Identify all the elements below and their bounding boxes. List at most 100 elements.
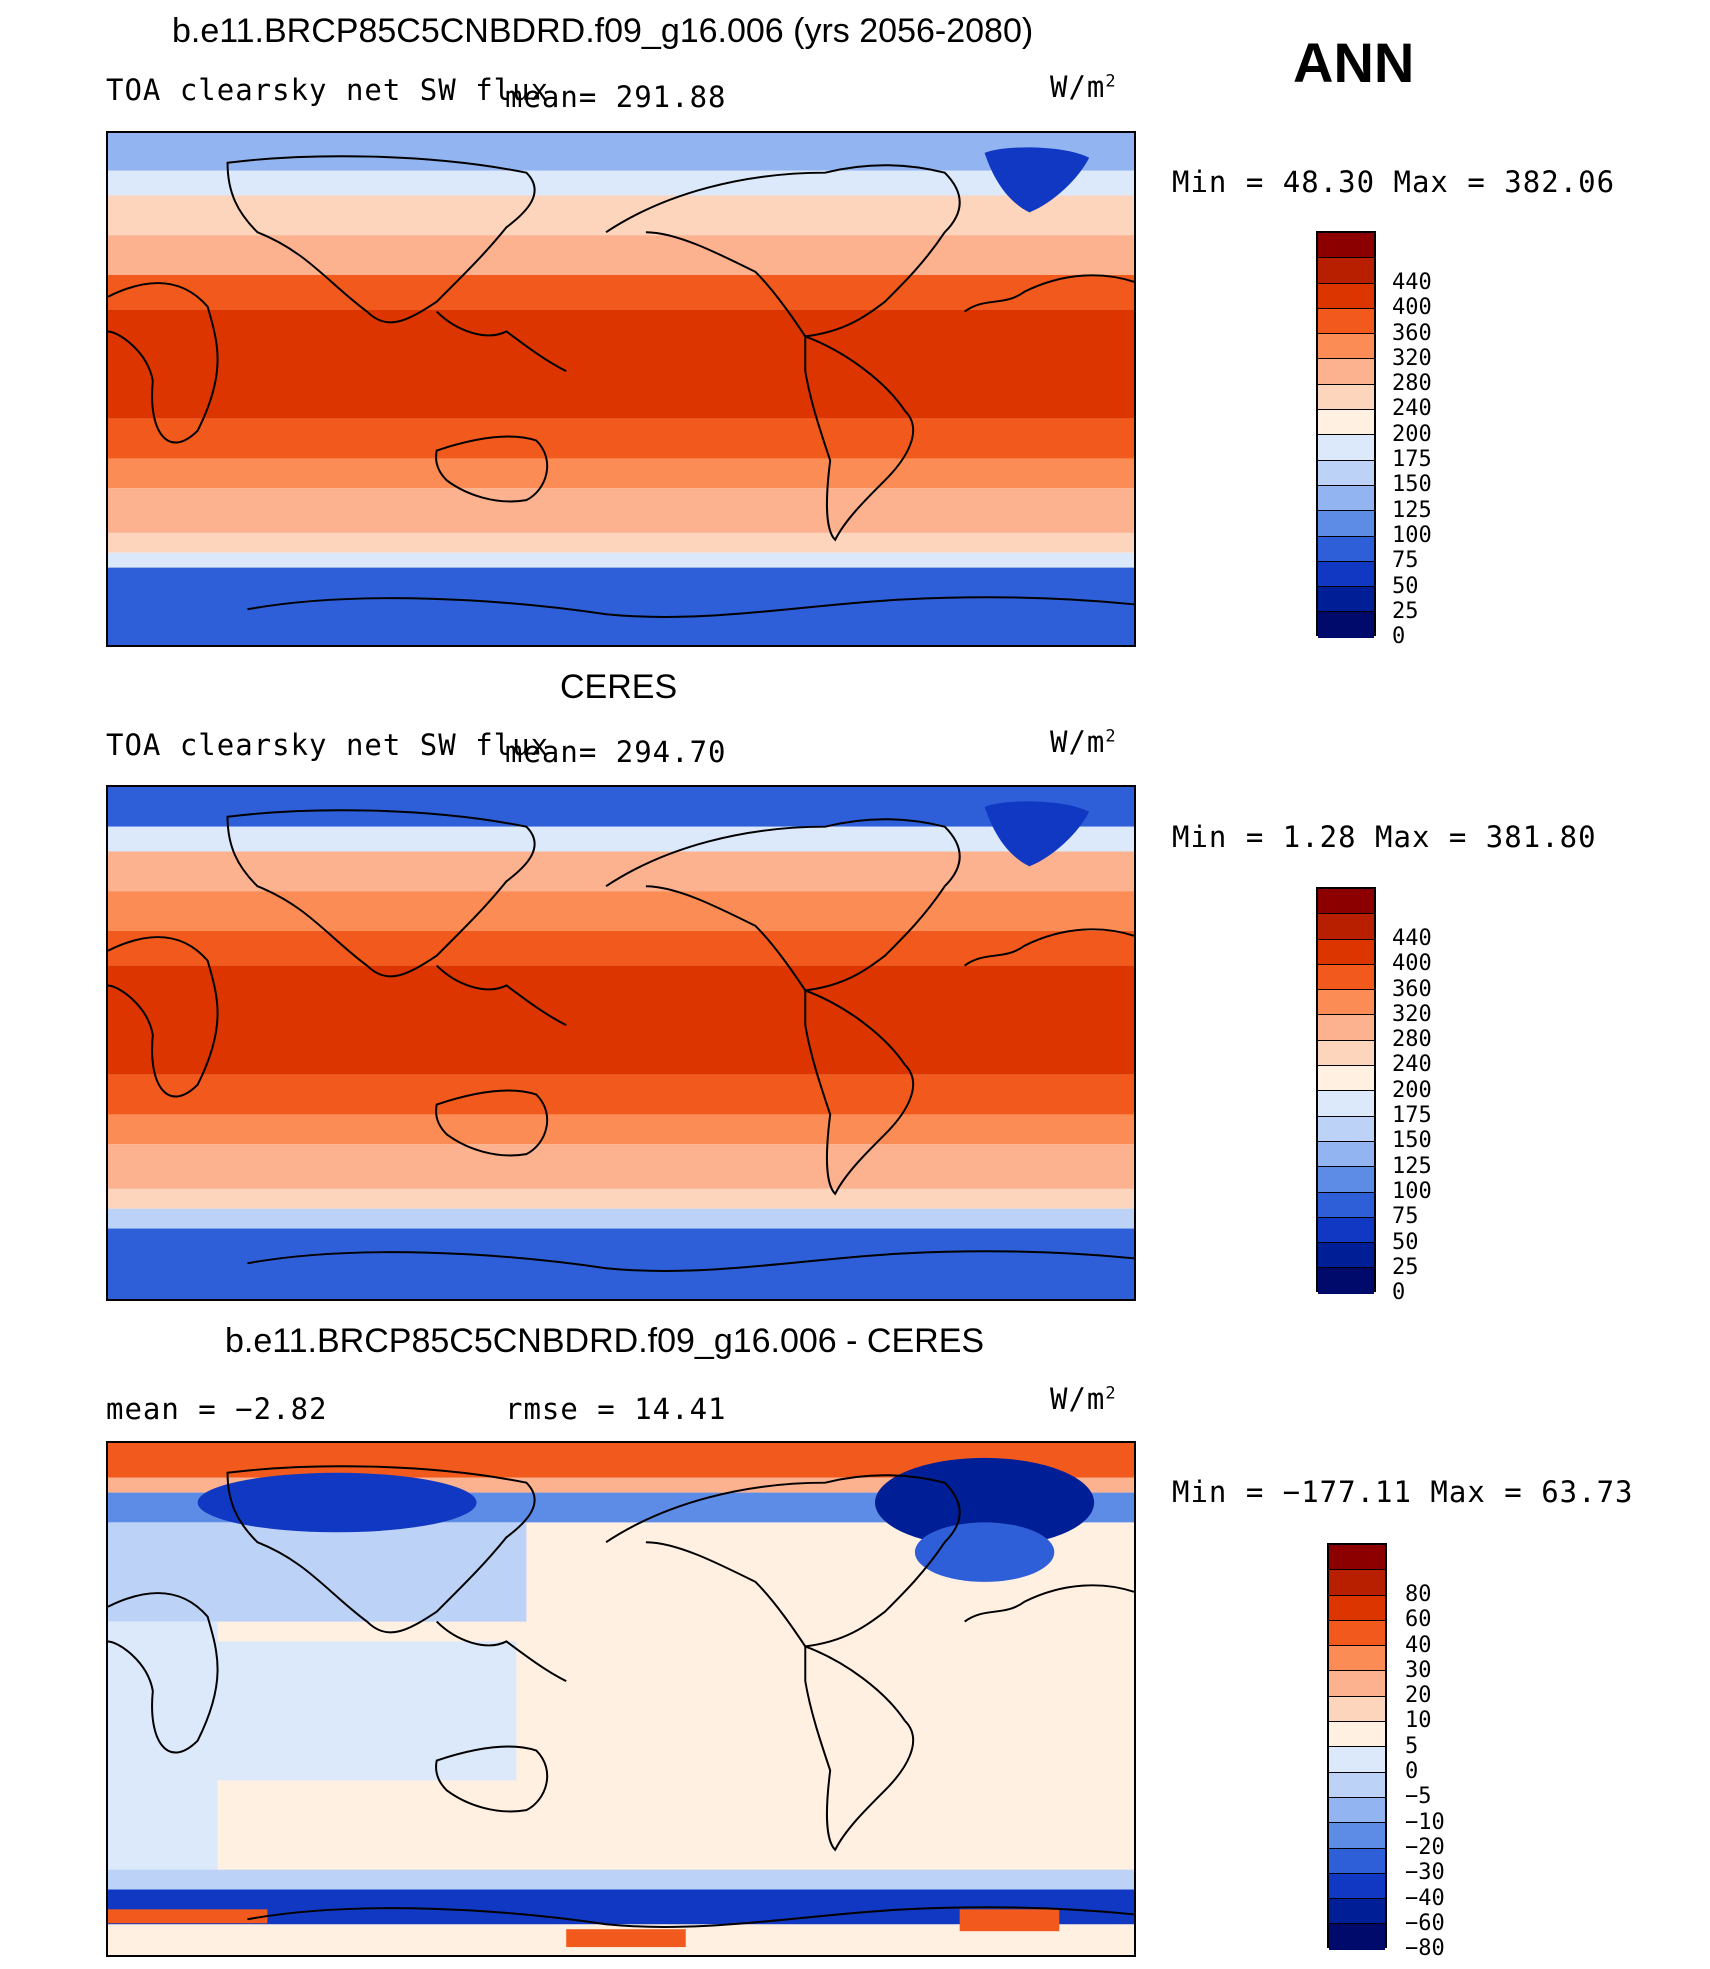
- panel-1-colorbar-swatch: [1318, 435, 1374, 461]
- panel-3-units: W/m2: [1050, 1382, 1117, 1416]
- panel-1-colorbar-swatch: [1318, 334, 1374, 360]
- panel-1-units: W/m2: [1050, 70, 1117, 104]
- season-label: ANN: [1293, 31, 1415, 94]
- panel-2-colorbar-swatch: [1318, 1167, 1374, 1193]
- colorbar-tick: 240: [1392, 396, 1432, 422]
- panel-3-colorbar-swatch: [1329, 1899, 1385, 1925]
- panel-2-colorbar: [1316, 887, 1376, 1294]
- panel-1-map: [106, 131, 1136, 647]
- panel-2-colorbar-swatch: [1318, 914, 1374, 940]
- panel-3-colorbar-swatch: [1329, 1646, 1385, 1672]
- panel-3-colorbar-swatch: [1329, 1924, 1385, 1950]
- colorbar-tick: 200: [1392, 1077, 1432, 1103]
- panel-3-mean: mean = −2.82: [106, 1392, 328, 1426]
- panel-1-colorbar: [1316, 231, 1376, 638]
- panel-2-map: [106, 785, 1136, 1301]
- panel-1-colorbar-swatch: [1318, 283, 1374, 309]
- colorbar-tick: 20: [1405, 1683, 1432, 1709]
- colorbar-tick: −60: [1405, 1910, 1445, 1936]
- panel-3-field: [108, 1443, 1134, 1955]
- panel-1-colorbar-swatch: [1318, 384, 1374, 411]
- panel-3-title: b.e11.BRCP85C5CNBDRD.f09_g16.006 - CERES: [225, 1322, 985, 1360]
- colorbar-tick: 80: [1405, 1582, 1432, 1607]
- panel-1-colorbar-swatch: [1318, 359, 1374, 385]
- colorbar-tick: 400: [1392, 951, 1432, 977]
- panel-1-colorbar-swatch: [1318, 410, 1374, 436]
- panel-3-colorbar-swatch: [1329, 1747, 1385, 1773]
- panel-3-colorbar-swatch: [1329, 1671, 1385, 1697]
- panel-1-colorbar-swatch: [1318, 233, 1374, 259]
- panel-1-variable-label: TOA clearsky net SW flux: [106, 73, 550, 107]
- panel-2-field: [108, 787, 1134, 1299]
- panel-1-colorbar-swatch: [1318, 460, 1374, 486]
- colorbar-tick: 320: [1392, 1001, 1432, 1027]
- colorbar-tick: 75: [1392, 1204, 1419, 1230]
- colorbar-tick: −20: [1405, 1834, 1445, 1860]
- panel-2-coastlines: [108, 809, 1134, 1272]
- panel-2-colorbar-swatch: [1318, 1141, 1374, 1168]
- panel-2-colorbar-swatch: [1318, 1040, 1374, 1067]
- panel-3-colorbar-swatch: [1329, 1797, 1385, 1824]
- colorbar-tick: −80: [1405, 1936, 1445, 1962]
- panel-2-colorbar-swatch: [1318, 1091, 1374, 1117]
- panel-2-colorbar-swatch: [1318, 1243, 1374, 1269]
- panel-3-colorbar: [1327, 1543, 1387, 1950]
- panel-1-colorbar-swatch: [1318, 258, 1374, 284]
- panel-2-colorbar-swatch: [1318, 939, 1374, 965]
- panel-2-units: W/m2: [1050, 725, 1117, 759]
- colorbar-tick: 175: [1392, 1103, 1432, 1129]
- colorbar-tick: 175: [1392, 447, 1432, 473]
- panel-3-colorbar-swatch: [1329, 1696, 1385, 1723]
- panel-2-title: CERES: [560, 668, 678, 706]
- colorbar-tick: 40: [1405, 1632, 1432, 1658]
- panel-1-field: [108, 133, 1134, 645]
- panel-3-colorbar-swatch: [1329, 1570, 1385, 1596]
- panel-1-colorbar-swatch: [1318, 536, 1374, 562]
- colorbar-tick: 75: [1392, 548, 1419, 574]
- panel-3-colorbar-ticks: 80 60 40 30 20 10 5 0 −5 −10 −20 −30 −40…: [1405, 1582, 1445, 1961]
- panel-2-colorbar-swatch: [1318, 1116, 1374, 1142]
- panel-2-colorbar-swatch: [1318, 1015, 1374, 1041]
- panel-2-variable-label: TOA clearsky net SW flux: [106, 728, 550, 762]
- panel-3-colorbar-swatch: [1329, 1595, 1385, 1621]
- panel-3-colorbar-swatch: [1329, 1772, 1385, 1798]
- panel-2-colorbar-swatch: [1318, 990, 1374, 1016]
- colorbar-tick: 50: [1392, 573, 1419, 599]
- panel-1-colorbar-ticks: 440 400 360 320 280 240 200 175 150 125 …: [1392, 270, 1432, 649]
- panel-2-colorbar-swatch: [1318, 1066, 1374, 1092]
- colorbar-tick: 320: [1392, 345, 1432, 371]
- panel-1-colorbar-swatch: [1318, 561, 1374, 588]
- panel-3-map: [106, 1441, 1136, 1957]
- colorbar-tick: 280: [1392, 1027, 1432, 1053]
- colorbar-tick: 360: [1392, 976, 1432, 1002]
- panel-3-coastlines: [108, 1465, 1134, 1928]
- panel-3-colorbar-swatch: [1329, 1545, 1385, 1571]
- colorbar-tick: 100: [1392, 522, 1432, 548]
- panel-1-colorbar-swatch: [1318, 485, 1374, 512]
- colorbar-tick: 240: [1392, 1052, 1432, 1078]
- panel-3-colorbar-swatch: [1329, 1620, 1385, 1647]
- panel-1-mean: mean= 291.88: [505, 80, 727, 114]
- colorbar-tick: 150: [1392, 1128, 1432, 1154]
- colorbar-tick: −30: [1405, 1860, 1445, 1886]
- panel-2-colorbar-swatch: [1318, 1268, 1374, 1294]
- panel-1-colorbar-swatch: [1318, 587, 1374, 613]
- panel-2-colorbar-swatch: [1318, 964, 1374, 991]
- panel-3-colorbar-swatch: [1329, 1722, 1385, 1748]
- panel-1-coastlines: [108, 155, 1134, 618]
- colorbar-tick: 125: [1392, 1153, 1432, 1179]
- colorbar-tick: 0: [1392, 1280, 1406, 1306]
- colorbar-tick: 60: [1405, 1607, 1432, 1633]
- colorbar-tick: 50: [1392, 1229, 1419, 1255]
- panel-3-minmax: Min = −177.11 Max = 63.73: [1172, 1475, 1634, 1509]
- panel-2-colorbar-ticks: 440 400 360 320 280 240 200 175 150 125 …: [1392, 926, 1432, 1305]
- panel-3-colorbar-swatch: [1329, 1848, 1385, 1874]
- colorbar-tick: 5: [1405, 1733, 1419, 1759]
- colorbar-tick: −40: [1405, 1885, 1445, 1911]
- colorbar-tick: 0: [1405, 1759, 1419, 1785]
- panel-3-colorbar-swatch: [1329, 1873, 1385, 1900]
- panel-2-minmax: Min = 1.28 Max = 381.80: [1172, 820, 1597, 854]
- panel-2-colorbar-swatch: [1318, 889, 1374, 915]
- colorbar-tick: 400: [1392, 295, 1432, 321]
- panel-1-title: b.e11.BRCP85C5CNBDRD.f09_g16.006 (yrs 20…: [172, 12, 1034, 50]
